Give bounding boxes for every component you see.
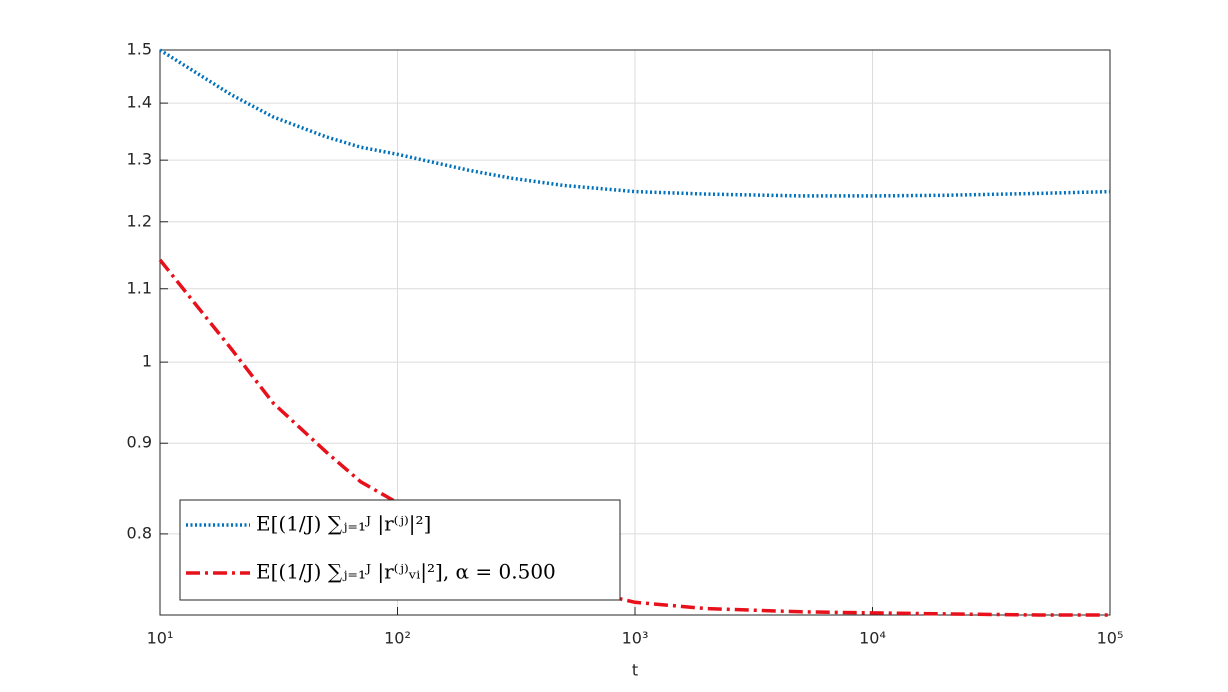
x-tick-label: 10³ xyxy=(622,629,649,648)
y-tick-label: 1.5 xyxy=(127,40,152,59)
y-tick-label: 1.2 xyxy=(127,211,152,230)
x-tick-label: 10¹ xyxy=(147,629,174,648)
axes-frame xyxy=(159,49,1111,616)
y-tick-label: 1 xyxy=(142,352,152,371)
x-tick-label: 10⁵ xyxy=(1097,629,1124,648)
y-tick-label: 1.3 xyxy=(127,150,152,169)
x-axis-label: t xyxy=(632,661,638,680)
legend-box xyxy=(179,499,621,601)
x-tick-label: 10⁴ xyxy=(859,629,886,648)
series-line xyxy=(158,258,1110,617)
legend-label: E[(1/J) ∑ⱼ₌₁ᴶ |r⁽ʲ⁾|²] xyxy=(256,512,431,537)
legend-label: E[(1/J) ∑ⱼ₌₁ᴶ |r⁽ʲ⁾ᵥᵢ|²], α = 0.500 xyxy=(256,560,556,585)
y-tick-label: 1.1 xyxy=(127,278,152,297)
y-tick-label: 0.8 xyxy=(127,523,152,542)
series-line xyxy=(159,48,1111,198)
y-tick-label: 1.4 xyxy=(127,93,152,112)
y-tick-label: 0.9 xyxy=(127,433,152,452)
x-tick-label: 10² xyxy=(384,629,411,648)
